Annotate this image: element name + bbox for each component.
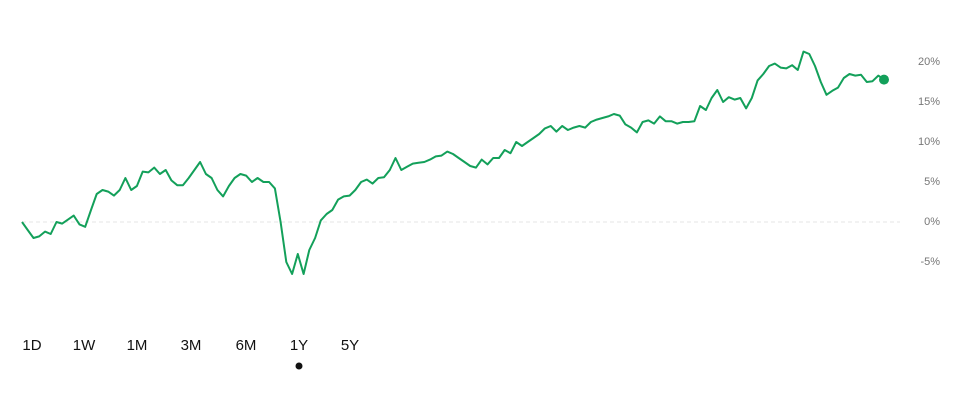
y-tick-label: 0% (924, 216, 940, 228)
selected-indicator (295, 362, 303, 370)
current-point (879, 74, 889, 85)
range-button[interactable]: 1D (22, 337, 41, 354)
y-tick-label: 15% (918, 96, 940, 108)
y-tick-label: 20% (918, 56, 940, 68)
y-tick-label: 10% (918, 136, 940, 148)
range-button[interactable]: 5Y (341, 337, 359, 354)
range-button[interactable]: 3M (181, 337, 202, 354)
range-button[interactable]: 1Y (290, 337, 308, 354)
range-button[interactable]: 6M (236, 337, 257, 354)
range-button[interactable]: 1M (127, 337, 148, 354)
y-tick-label: -5% (920, 256, 940, 268)
range-button[interactable]: 1W (73, 337, 96, 354)
y-tick-label: 5% (924, 176, 940, 188)
price-line (21, 50, 885, 275)
